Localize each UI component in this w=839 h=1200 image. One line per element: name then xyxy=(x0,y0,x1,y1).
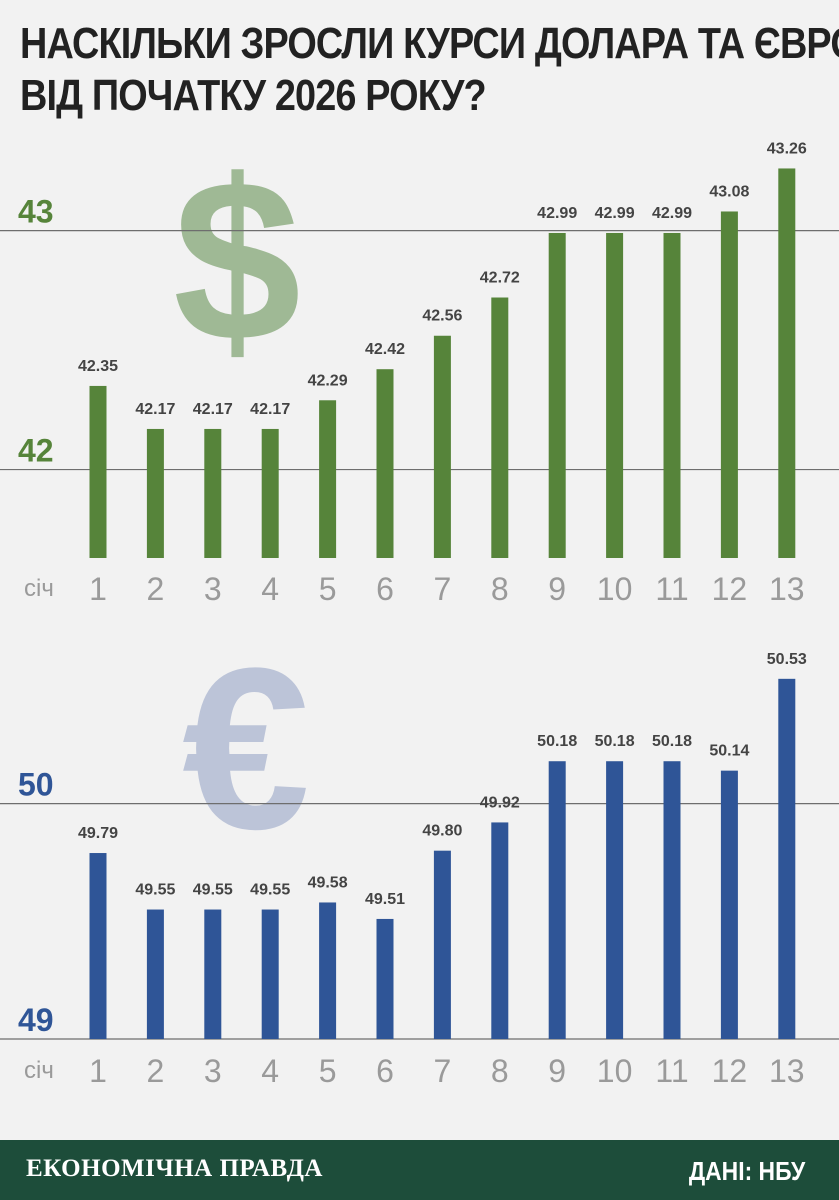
usd-bar xyxy=(606,232,624,559)
eur-bar-value-label: 49.79 xyxy=(78,825,118,842)
usd-bar xyxy=(204,428,222,558)
eur-bar xyxy=(261,909,279,1039)
usd-bar-value-label: 42.99 xyxy=(595,205,635,222)
usd-bar xyxy=(146,428,164,558)
eur-bar xyxy=(146,909,164,1039)
eur-bar xyxy=(319,902,337,1039)
eur-chart: €49 50 49.79 1 49.55 2 49.55 3 49.55 4 49.58 5 49.51… xyxy=(0,620,839,1089)
eur-bar xyxy=(663,761,681,1039)
usd-x-tick-label: 6 xyxy=(376,571,394,607)
data-source: ДАНІ: НБУ xyxy=(688,1156,805,1186)
usd-currency-symbol: $ xyxy=(173,132,301,389)
eur-x-tick-label: 10 xyxy=(597,1053,633,1089)
usd-bar-value-label: 42.99 xyxy=(537,205,577,222)
usd-x-tick-label: 1 xyxy=(89,571,107,607)
eur-bar xyxy=(89,853,107,1039)
usd-bar-value-label: 42.42 xyxy=(365,341,405,358)
usd-x-tick-label: 7 xyxy=(434,571,452,607)
brand-logo: ЕКОНОМІЧНА ПРАВДА xyxy=(26,1155,323,1182)
usd-x-tick-label: 9 xyxy=(548,571,566,607)
eur-bar-value-label: 50.53 xyxy=(767,651,807,668)
usd-bar-value-label: 42.17 xyxy=(250,401,290,418)
eur-bar xyxy=(491,822,509,1039)
usd-bar-value-label: 43.26 xyxy=(767,140,807,157)
eur-bar-value-label: 50.18 xyxy=(652,733,692,750)
eur-bar-value-label: 50.18 xyxy=(595,733,635,750)
usd-x-tick-label: 5 xyxy=(319,571,337,607)
eur-x-tick-label: 9 xyxy=(548,1053,566,1089)
eur-x-tick-label: 7 xyxy=(434,1053,452,1089)
page-title-line-2: ВІД ПОЧАТКУ 2026 РОКУ? xyxy=(20,71,487,120)
eur-bar-value-label: 49.55 xyxy=(135,882,175,899)
usd-bar-value-label: 42.17 xyxy=(135,401,175,418)
usd-bar xyxy=(548,232,566,559)
usd-x-tick-label: 13 xyxy=(769,571,805,607)
usd-x-tick-label: 3 xyxy=(204,571,222,607)
eur-x-tick-label: 2 xyxy=(147,1053,165,1089)
usd-bar xyxy=(663,232,681,559)
eur-bar-value-label: 49.51 xyxy=(365,891,405,908)
usd-bar-value-label: 42.29 xyxy=(308,372,348,389)
page-title: НАСКІЛЬКИ ЗРОСЛИ КУРСИ ДОЛАРА ТА ЄВРО ВІ… xyxy=(20,18,839,122)
usd-month-label: січ xyxy=(24,575,54,602)
usd-x-tick-label: 8 xyxy=(491,571,509,607)
eur-currency-symbol: € xyxy=(182,620,310,877)
eur-x-tick-label: 8 xyxy=(491,1053,509,1089)
eur-bar-value-label: 49.80 xyxy=(422,823,462,840)
usd-x-tick-label: 12 xyxy=(712,571,748,607)
exchange-rate-charts: $424342.35142.17242.17342.17442.29542.42… xyxy=(0,132,839,1089)
eur-x-tick-label: 3 xyxy=(204,1053,222,1089)
usd-bar-value-label: 42.56 xyxy=(422,308,462,325)
eur-bar-value-label: 49.55 xyxy=(193,882,233,899)
usd-bar xyxy=(261,428,279,558)
usd-bar xyxy=(720,211,738,558)
usd-bar-value-label: 42.72 xyxy=(480,270,520,287)
usd-bar xyxy=(433,335,451,558)
page-title-line-1: НАСКІЛЬКИ ЗРОСЛИ КУРСИ ДОЛАРА ТА ЄВРО xyxy=(20,19,839,68)
eur-x-tick-label: 11 xyxy=(655,1053,688,1089)
usd-x-tick-label: 2 xyxy=(147,571,165,607)
eur-x-tick-label: 6 xyxy=(376,1053,394,1089)
usd-bar-value-label: 42.99 xyxy=(652,205,692,222)
eur-bar xyxy=(606,761,624,1039)
usd-x-tick-label: 4 xyxy=(261,571,279,607)
eur-bar-value-label: 49.58 xyxy=(308,874,348,891)
eur-y-tick-label: 49 xyxy=(18,1002,54,1038)
usd-bar xyxy=(89,385,107,558)
eur-bar-value-label: 50.14 xyxy=(709,743,749,760)
eur-x-tick-label: 12 xyxy=(712,1053,748,1089)
usd-bar-value-label: 42.17 xyxy=(193,401,233,418)
eur-bar xyxy=(433,850,451,1039)
eur-month-label: січ xyxy=(24,1057,54,1084)
usd-bar xyxy=(376,369,394,558)
usd-bar-value-label: 42.35 xyxy=(78,358,118,375)
eur-bar xyxy=(720,770,738,1039)
eur-x-tick-label: 1 xyxy=(89,1053,107,1089)
usd-chart: $42 43 42.35 1 42.17 2 42.17 3 42.17 4 42.29 5 42.42… xyxy=(0,132,839,607)
usd-y-tick-label: 42 xyxy=(18,433,54,469)
eur-bar xyxy=(204,909,222,1039)
eur-bar xyxy=(778,678,796,1039)
eur-x-tick-label: 5 xyxy=(319,1053,337,1089)
eur-bar-value-label: 49.92 xyxy=(480,794,520,811)
eur-y-tick-label: 50 xyxy=(18,767,54,803)
eur-bar-value-label: 49.55 xyxy=(250,882,290,899)
eur-x-tick-label: 4 xyxy=(261,1053,279,1089)
usd-bar xyxy=(319,400,337,558)
usd-bar-value-label: 43.08 xyxy=(709,183,749,200)
usd-x-tick-label: 11 xyxy=(655,571,688,607)
footer: ЕКОНОМІЧНА ПРАВДА ДАНІ: НБУ xyxy=(0,1140,839,1200)
usd-x-tick-label: 10 xyxy=(597,571,633,607)
eur-bar-value-label: 50.18 xyxy=(537,733,577,750)
usd-y-tick-label: 43 xyxy=(18,194,54,230)
eur-bar xyxy=(376,918,394,1039)
eur-x-tick-label: 13 xyxy=(769,1053,805,1089)
usd-bar xyxy=(491,297,509,558)
eur-bar xyxy=(548,761,566,1039)
usd-bar xyxy=(778,168,796,558)
